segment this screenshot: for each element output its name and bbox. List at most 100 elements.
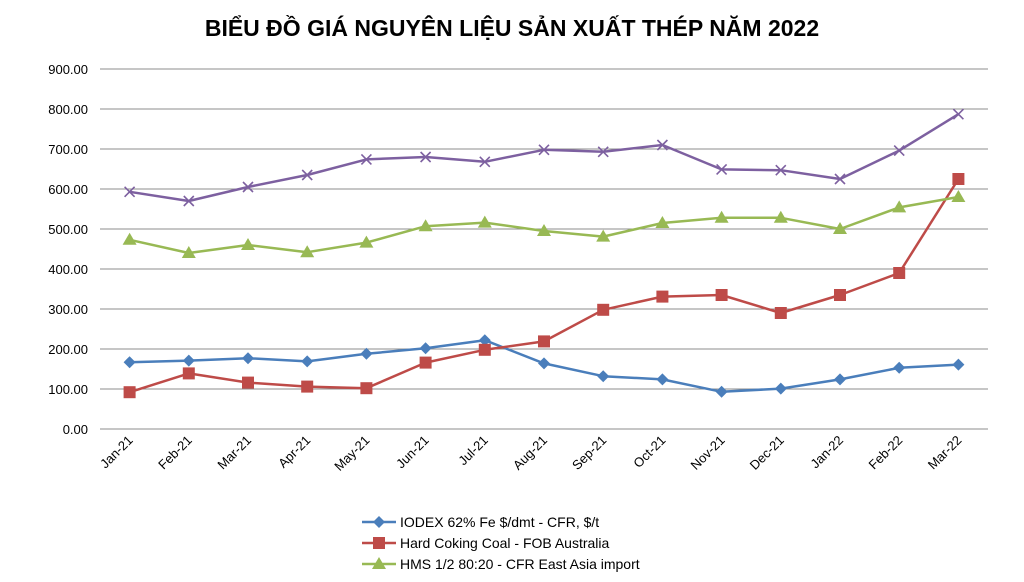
data-point xyxy=(538,335,550,348)
x-tick-label: Feb-21 xyxy=(155,433,195,473)
y-tick-label: 900.00 xyxy=(48,62,88,77)
data-point xyxy=(479,156,491,168)
data-point xyxy=(655,216,670,228)
data-point xyxy=(774,382,787,395)
data-point xyxy=(656,290,669,303)
data-point xyxy=(301,355,314,368)
series-4 xyxy=(124,108,964,207)
x-tick-label: Sep-21 xyxy=(569,433,609,473)
data-point xyxy=(242,376,254,389)
data-point xyxy=(893,145,905,157)
data-point xyxy=(419,356,432,369)
data-point xyxy=(774,307,787,319)
legend-entry: Hard Coking Coal - FOB Australia xyxy=(362,535,610,551)
data-point xyxy=(182,354,195,367)
data-point xyxy=(716,163,728,175)
x-tick-label: Jan-21 xyxy=(97,433,136,472)
legend-marker xyxy=(373,537,385,549)
data-point xyxy=(124,186,136,198)
y-tick-label: 200.00 xyxy=(48,342,88,357)
data-point xyxy=(596,229,611,242)
x-tick-label: Jan-22 xyxy=(807,433,846,472)
x-tick-label: Jul-21 xyxy=(455,433,491,469)
data-point xyxy=(123,386,136,399)
data-point xyxy=(893,361,906,374)
y-tick-label: 400.00 xyxy=(48,262,88,277)
data-point xyxy=(892,200,907,213)
data-point xyxy=(834,373,846,386)
data-point xyxy=(242,181,254,193)
data-point xyxy=(597,303,610,316)
data-point xyxy=(419,342,432,355)
data-point xyxy=(952,173,965,185)
gridlines xyxy=(100,68,988,430)
x-tick-label: Mar-22 xyxy=(925,433,965,473)
data-point xyxy=(834,289,846,301)
y-tick-label: 600.00 xyxy=(48,182,88,197)
data-point xyxy=(359,235,374,248)
x-tick-label: May-21 xyxy=(331,433,372,474)
x-tick-label: Nov-21 xyxy=(687,433,727,473)
data-point xyxy=(893,267,906,279)
legend-label: IODEX 62% Fe $/dmt - CFR, $/t xyxy=(400,514,599,530)
legend-entry: IODEX 62% Fe $/dmt - CFR, $/t xyxy=(362,514,599,530)
data-point xyxy=(360,153,372,165)
data-point xyxy=(123,356,136,369)
data-point xyxy=(241,238,255,250)
data-point xyxy=(952,358,965,371)
series-2 xyxy=(123,173,965,399)
series-1 xyxy=(123,334,965,398)
data-point xyxy=(951,190,966,202)
data-point xyxy=(182,367,195,380)
x-axis-ticks: Jan-21 Feb-21 Mar-21 Apr-21 May-21 Jun-21 Jul-… xyxy=(97,433,965,474)
data-point xyxy=(833,222,847,234)
y-tick-label: 700.00 xyxy=(48,142,88,157)
chart-title: BIỂU ĐỒ GIÁ NGUYÊN LIỆU SẢN XUẤT THÉP NĂ… xyxy=(205,13,819,41)
series-3 xyxy=(122,190,966,258)
y-tick-label: 500.00 xyxy=(48,222,88,237)
data-point xyxy=(538,357,550,370)
data-point xyxy=(656,373,669,386)
data-point xyxy=(773,210,788,223)
data-point xyxy=(300,245,315,258)
data-point xyxy=(183,195,195,207)
legend: IODEX 62% Fe $/dmt - CFR, $/t Hard Coking… xyxy=(362,514,640,572)
data-point xyxy=(301,169,313,181)
x-tick-label: Mar-21 xyxy=(214,433,254,473)
series-layer xyxy=(122,108,966,399)
data-point xyxy=(775,164,787,176)
data-point xyxy=(420,151,432,163)
x-tick-label: Feb-22 xyxy=(866,433,906,473)
y-tick-label: 100.00 xyxy=(48,382,88,397)
y-tick-label: 300.00 xyxy=(48,302,88,317)
data-point xyxy=(360,347,373,360)
x-tick-label: Dec-21 xyxy=(747,433,787,473)
data-point xyxy=(538,144,550,156)
data-point xyxy=(597,146,609,158)
legend-label: Hard Coking Coal - FOB Australia xyxy=(400,535,610,551)
legend-label: HMS 1/2 80:20 - CFR East Asia import xyxy=(400,556,640,572)
legend-marker xyxy=(372,557,386,569)
data-point xyxy=(122,232,137,245)
legend-marker xyxy=(373,516,385,528)
y-tick-label: 0.00 xyxy=(63,422,88,437)
data-point xyxy=(834,173,846,185)
data-point xyxy=(537,224,551,236)
x-tick-label: Aug-21 xyxy=(510,433,550,473)
data-point xyxy=(301,380,314,393)
series-line xyxy=(129,113,960,203)
data-point xyxy=(952,108,964,120)
data-point xyxy=(418,219,433,232)
x-tick-label: Apr-21 xyxy=(275,433,313,471)
data-point xyxy=(477,215,492,228)
data-point xyxy=(242,352,254,365)
y-tick-label: 800.00 xyxy=(48,102,88,117)
data-point xyxy=(360,382,373,395)
data-point xyxy=(715,385,728,398)
x-tick-label: Oct-21 xyxy=(630,433,668,471)
data-point xyxy=(597,370,610,383)
data-point xyxy=(714,210,729,223)
data-point xyxy=(656,139,668,151)
y-axis-ticks: 0.00 100.00 200.00 300.00 400.00 500.00 600.00… xyxy=(48,62,88,437)
